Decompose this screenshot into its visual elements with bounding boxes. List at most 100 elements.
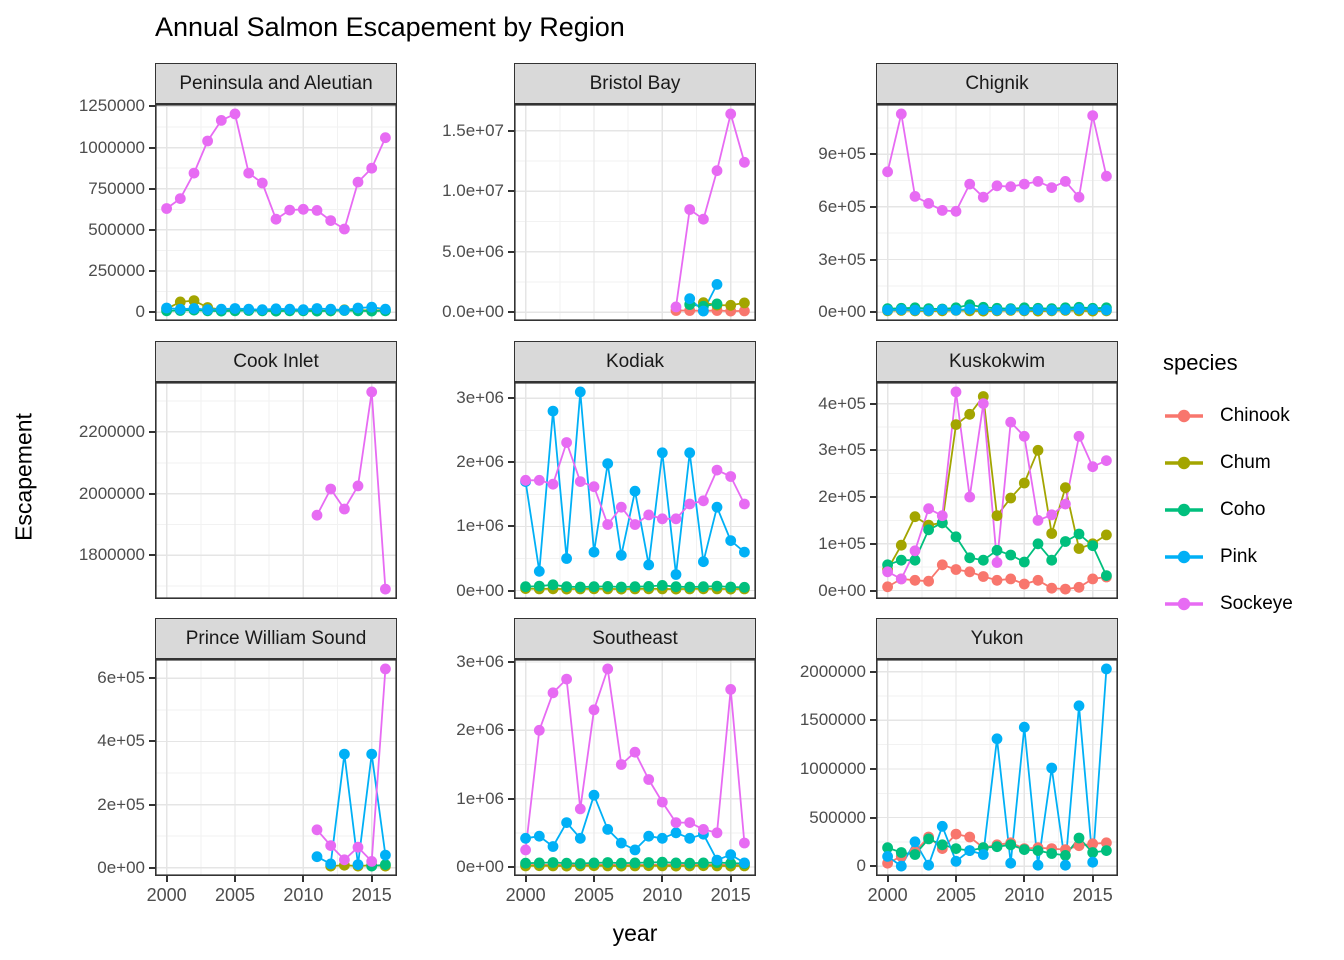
y-tick-mark xyxy=(149,146,155,149)
y-tick-label: 2e+05 xyxy=(818,487,866,507)
y-tick-label: 0e+00 xyxy=(456,856,504,876)
legend-key-sockeye-icon xyxy=(1165,597,1203,610)
legend-key-chinook-icon xyxy=(1165,409,1203,422)
y-tick-mark xyxy=(149,866,155,869)
x-tick-mark xyxy=(886,876,889,882)
facet-strip-chignik: Chignik xyxy=(876,63,1118,104)
y-tick-mark xyxy=(870,767,876,770)
facet-strip-southeast: Southeast xyxy=(514,618,756,659)
x-tick-mark xyxy=(954,876,957,882)
y-tick-label: 0e+00 xyxy=(456,580,504,600)
y-tick-label: 0.0e+00 xyxy=(442,302,504,322)
legend: species Chinook Chum Coho Pink Sockeye xyxy=(1163,350,1293,627)
legend-label: Coho xyxy=(1220,498,1266,520)
legend-label: Sockeye xyxy=(1220,592,1293,614)
points-sockeye-kuskokwim xyxy=(882,386,1112,585)
x-tick-label: 2015 xyxy=(1072,885,1113,905)
x-tick-mark xyxy=(729,876,732,882)
y-tick-mark xyxy=(508,129,514,132)
y-tick-mark xyxy=(149,677,155,680)
y-tick-mark xyxy=(149,554,155,557)
line-sockeye-bristol-bay xyxy=(675,112,746,308)
y-tick-label: 4e+05 xyxy=(818,393,866,413)
y-tick-mark xyxy=(149,430,155,433)
y-tick-label: 4e+05 xyxy=(97,731,145,751)
y-tick-label: 3e+06 xyxy=(456,388,504,408)
y-tick-mark xyxy=(870,496,876,499)
y-tick-label: 1000000 xyxy=(78,137,145,157)
legend-entry-pink: Pink xyxy=(1163,533,1293,580)
legend-title: species xyxy=(1163,350,1238,375)
y-tick-mark xyxy=(508,865,514,868)
y-tick-mark xyxy=(870,449,876,452)
points-coho-kodiak xyxy=(520,579,750,593)
y-tick-mark xyxy=(870,311,876,314)
y-tick-mark xyxy=(508,661,514,664)
facet-panel-yukon xyxy=(876,659,1118,876)
y-tick-mark xyxy=(870,542,876,545)
facet-title: Southeast xyxy=(592,627,678,649)
x-tick-label: 2010 xyxy=(1004,885,1045,905)
points-chinook-kuskokwim xyxy=(882,559,1112,595)
line-sockeye-kodiak xyxy=(524,441,746,526)
y-tick-mark xyxy=(149,187,155,190)
points-coho-yukon xyxy=(882,832,1112,861)
facet-strip-prince-william-sound: Prince William Sound xyxy=(155,618,397,659)
x-tick-mark xyxy=(1091,876,1094,882)
line-sockeye-prince-william-sound xyxy=(316,667,387,863)
y-tick-mark xyxy=(149,803,155,806)
facet-panel-southeast xyxy=(514,659,756,876)
facet-panel-chignik xyxy=(876,104,1118,321)
line-pink-yukon xyxy=(886,667,1108,868)
y-tick-mark xyxy=(149,740,155,743)
y-tick-mark xyxy=(149,228,155,231)
legend-entry-chinook: Chinook xyxy=(1163,392,1293,439)
y-tick-label: 2e+06 xyxy=(456,452,504,472)
x-tick-label: 2010 xyxy=(283,885,324,905)
legend-label: Pink xyxy=(1220,545,1257,567)
y-tick-mark xyxy=(508,729,514,732)
y-tick-mark xyxy=(870,205,876,208)
y-tick-label: 2e+05 xyxy=(97,794,145,814)
facet-panel-peninsula-and-aleutian xyxy=(155,104,397,321)
facet-strip-kuskokwim: Kuskokwim xyxy=(876,341,1118,382)
legend-entry-chum: Chum xyxy=(1163,439,1293,486)
points-sockeye-chignik xyxy=(882,108,1112,217)
y-tick-label: 1e+06 xyxy=(456,788,504,808)
facet-strip-yukon: Yukon xyxy=(876,618,1118,659)
y-tick-label: 0e+00 xyxy=(818,580,866,600)
legend-label: Chum xyxy=(1220,451,1271,473)
y-tick-label: 0 xyxy=(135,302,145,322)
line-sockeye-peninsula-and-aleutian xyxy=(165,112,387,230)
line-chum-bristol-bay xyxy=(702,301,746,307)
y-tick-label: 3e+06 xyxy=(456,652,504,672)
y-tick-mark xyxy=(870,402,876,405)
x-tick-mark xyxy=(592,876,595,882)
points-pink-peninsula-and-aleutian xyxy=(161,301,391,316)
x-tick-label: 2005 xyxy=(573,885,614,905)
y-tick-label: 0e+00 xyxy=(97,857,145,877)
legend-key-chum-icon xyxy=(1165,456,1203,469)
y-tick-mark xyxy=(870,153,876,156)
y-tick-label: 9e+05 xyxy=(818,144,866,164)
x-tick-mark xyxy=(233,876,236,882)
facet-strip-peninsula-and-aleutian: Peninsula and Aleutian xyxy=(155,63,397,104)
y-tick-label: 1e+06 xyxy=(456,516,504,536)
y-tick-label: 2200000 xyxy=(78,421,145,441)
points-sockeye-cook-inlet xyxy=(311,386,391,595)
y-tick-mark xyxy=(149,269,155,272)
y-tick-label: 6e+05 xyxy=(818,196,866,216)
legend-entry-sockeye: Sockeye xyxy=(1163,580,1293,627)
y-tick-mark xyxy=(149,311,155,314)
y-axis-title: Escapement xyxy=(10,413,37,541)
y-tick-label: 3e+05 xyxy=(818,249,866,269)
x-tick-label: 2015 xyxy=(351,885,392,905)
facet-panel-cook-inlet xyxy=(155,382,397,599)
x-tick-mark xyxy=(1023,876,1026,882)
points-sockeye-kodiak xyxy=(520,437,750,530)
x-axis-title: year xyxy=(612,920,658,946)
y-tick-label: 1250000 xyxy=(78,96,145,116)
facet-title: Bristol Bay xyxy=(589,72,681,94)
points-coho-kuskokwim xyxy=(882,517,1112,581)
y-tick-label: 0 xyxy=(856,856,866,876)
